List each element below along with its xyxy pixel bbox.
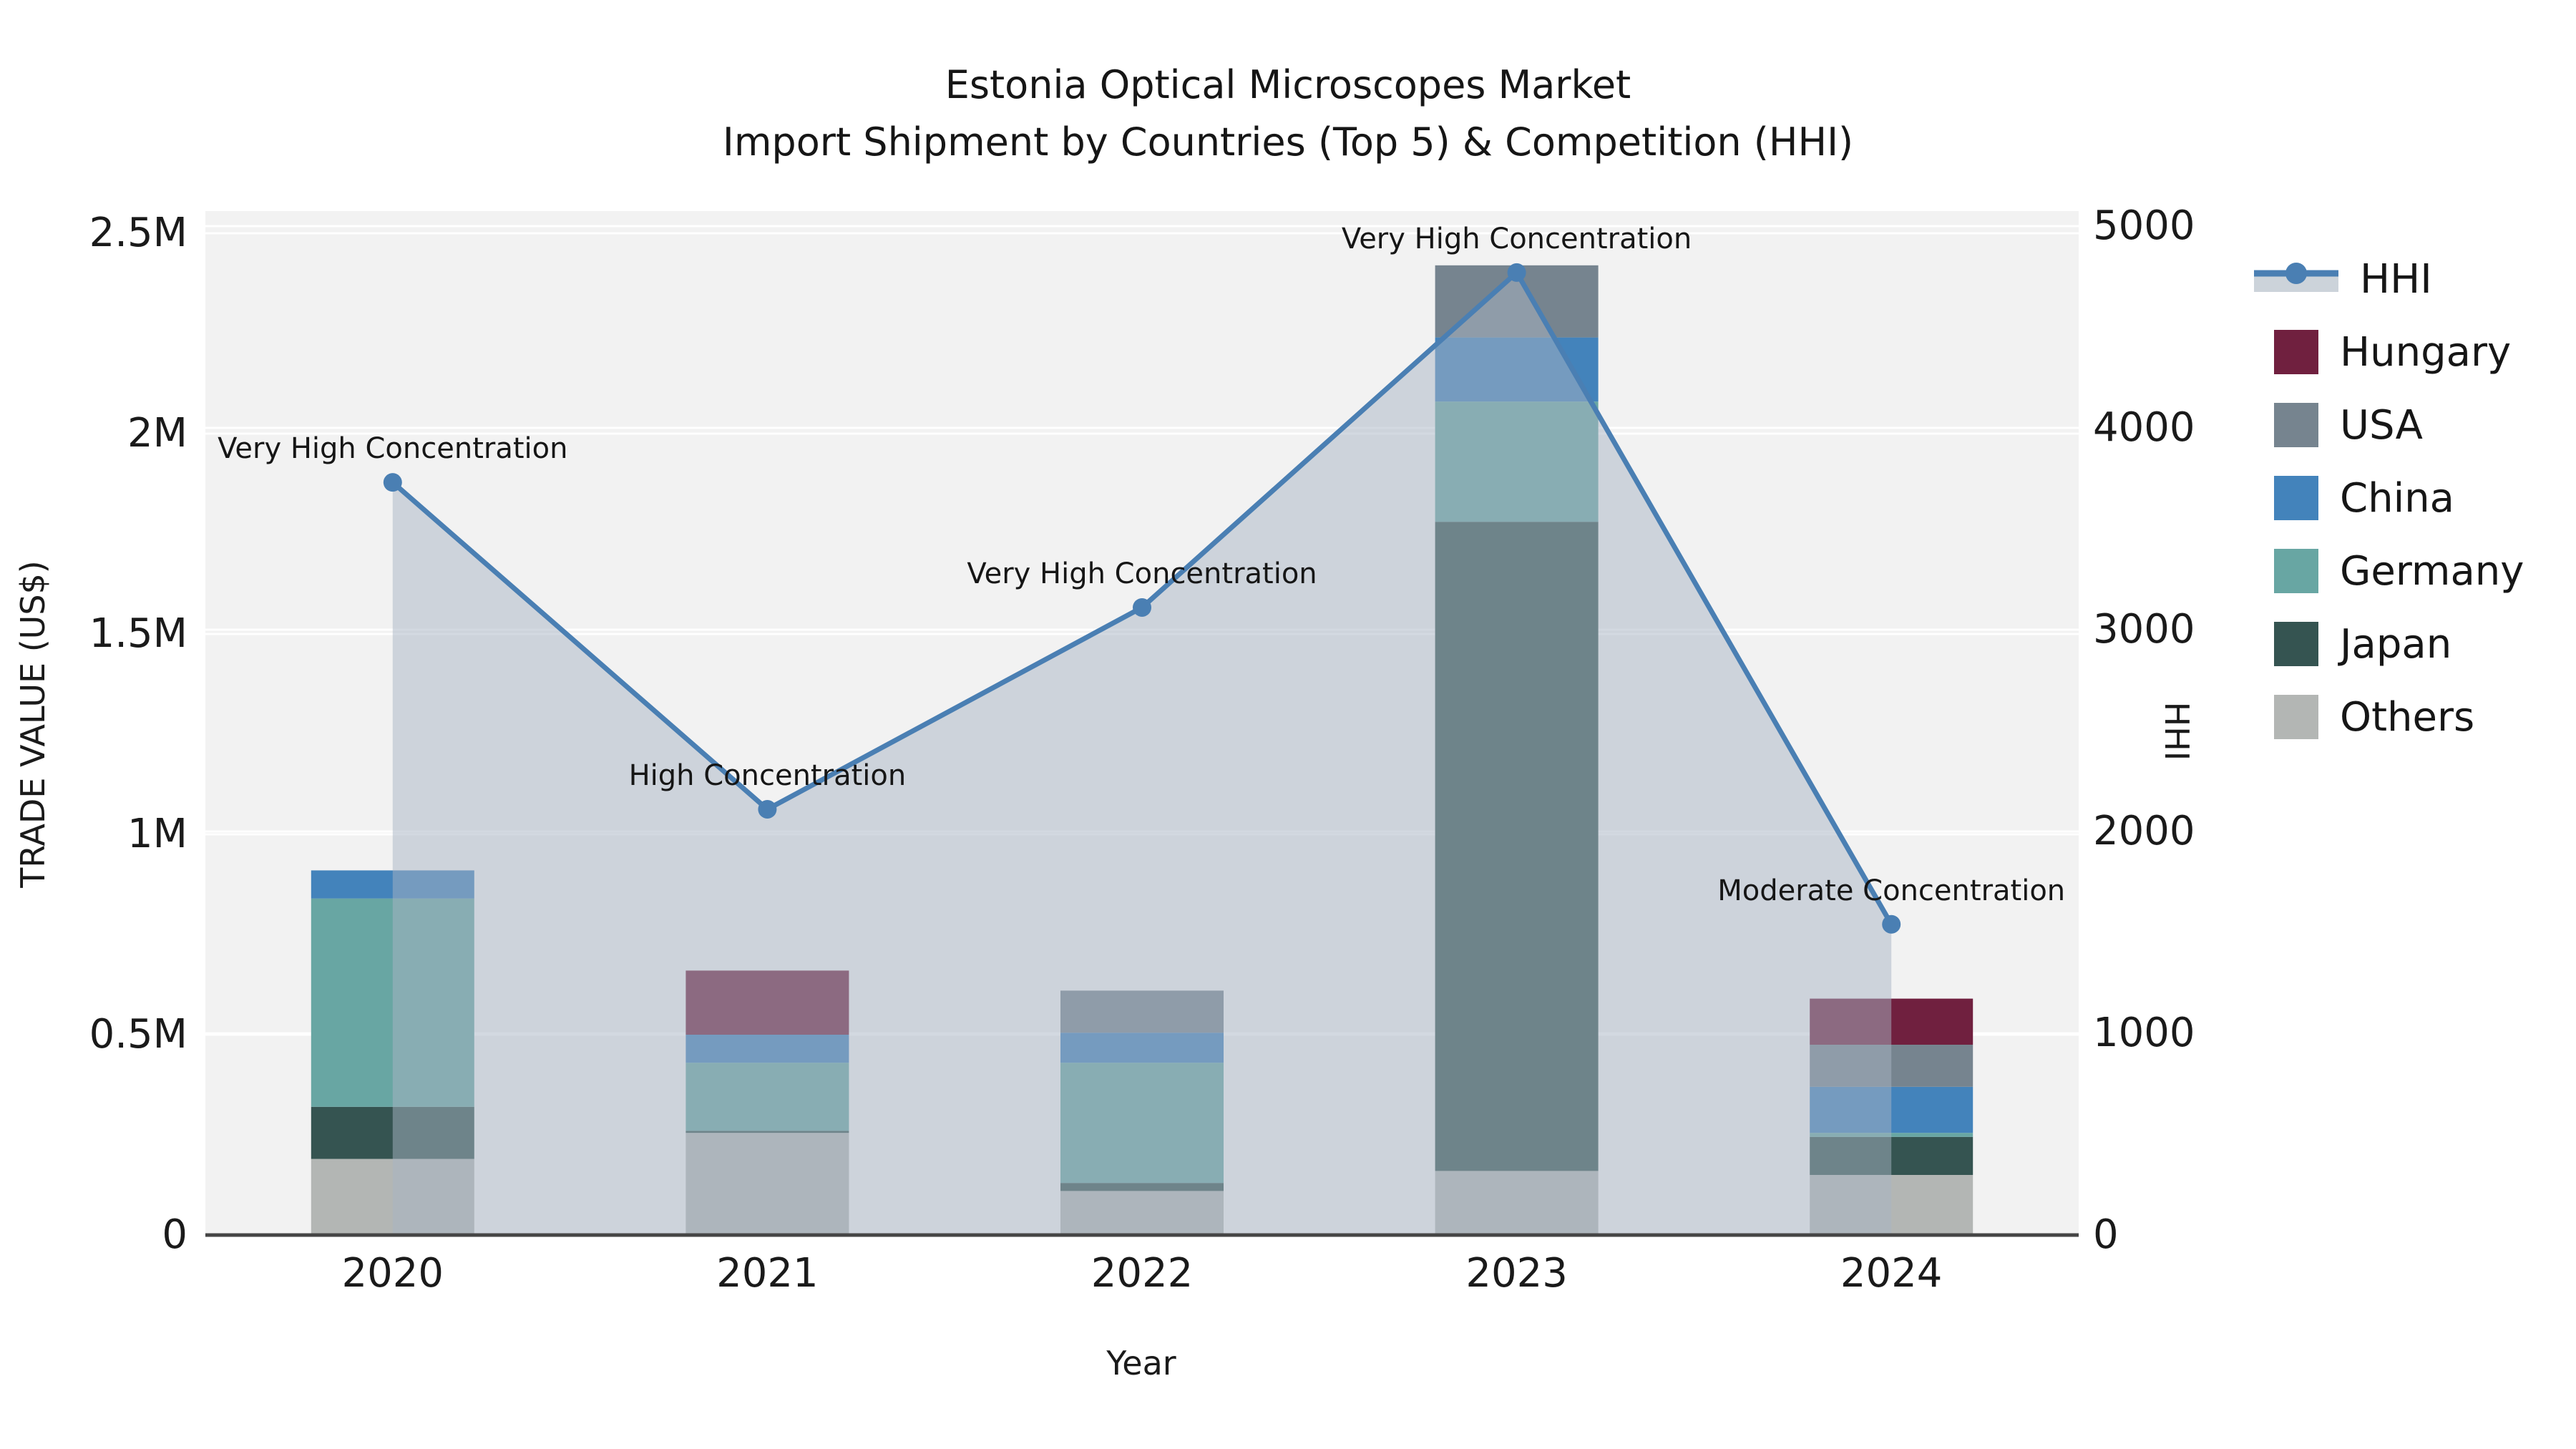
hhi-marker-swatch	[2285, 263, 2307, 284]
legend-label-usa: USA	[2340, 401, 2423, 449]
legend-label-hungary: Hungary	[2340, 328, 2512, 376]
legend-label-germany: Germany	[2340, 547, 2524, 595]
annotation-2024: Moderate Concentration	[1717, 874, 2066, 907]
x-tick-2020: 2020	[341, 1250, 444, 1297]
chart-title-line2: Import Shipment by Countries (Top 5) & C…	[722, 119, 1854, 165]
y-left-tick-2M: 2M	[127, 410, 187, 457]
hhi-legend-sample-icon	[2254, 263, 2338, 292]
hhi-marker-2022	[1133, 597, 1151, 617]
china-color-swatch	[2274, 476, 2318, 520]
x-tick-2022: 2022	[1091, 1250, 1194, 1297]
japan-color-swatch	[2274, 622, 2318, 666]
usa-color-swatch	[2274, 403, 2318, 447]
annotation-2022: Very High Concentration	[967, 557, 1317, 590]
chart-title-line1: Estonia Optical Microscopes Market	[945, 62, 1631, 107]
legend-label-others: Others	[2340, 693, 2475, 741]
legend-item-china: China	[2254, 468, 2454, 528]
x-tick-2023: 2023	[1465, 1250, 1568, 1297]
y-left-tick-1M: 1M	[127, 811, 187, 857]
legend-item-germany: Germany	[2254, 541, 2524, 601]
x-axis-title: Year	[1106, 1344, 1176, 1382]
legend-item-usa: USA	[2254, 395, 2423, 455]
legend-item-japan: Japan	[2254, 614, 2451, 674]
hungary-color-swatch	[2274, 330, 2318, 374]
legend-label-japan: Japan	[2340, 620, 2452, 668]
hhi-marker-2021	[758, 799, 777, 819]
y-left-tick-0: 0	[162, 1211, 187, 1258]
y-right-tick-0: 0	[2093, 1211, 2119, 1258]
y-right-tick-3000: 3000	[2093, 606, 2195, 653]
legend-item-hungary: Hungary	[2254, 322, 2511, 382]
annotation-2021: High Concentration	[628, 758, 907, 792]
others-color-swatch	[2274, 695, 2318, 739]
hhi-marker-2023	[1507, 263, 1526, 282]
germany-color-swatch	[2274, 549, 2318, 593]
y-left-tick-1.5M: 1.5M	[89, 610, 187, 657]
y-right-tick-1000: 1000	[2093, 1010, 2195, 1056]
hhi-marker-2020	[383, 473, 402, 492]
y-right-tick-5000: 5000	[2093, 203, 2195, 249]
legend-item-others: Others	[2254, 687, 2474, 747]
y-right-tick-2000: 2000	[2093, 808, 2195, 854]
annotation-2020: Very High Concentration	[218, 432, 568, 466]
y-left-tick-0.5M: 0.5M	[89, 1011, 187, 1058]
y-axis-title-right: HHI	[2157, 701, 2196, 761]
annotation-2023: Very High Concentration	[1341, 222, 1692, 255]
y-right-tick-4000: 4000	[2093, 404, 2195, 451]
x-tick-2021: 2021	[716, 1250, 819, 1297]
hhi-area	[392, 272, 1892, 1235]
hhi-marker-2024	[1882, 914, 1901, 934]
y-left-tick-2.5M: 2.5M	[89, 210, 187, 256]
legend-label-hhi: HHI	[2360, 255, 2432, 303]
x-tick-2024: 2024	[1840, 1250, 1943, 1297]
legend-label-china: China	[2340, 474, 2454, 522]
legend-item-hhi: HHI	[2254, 249, 2432, 309]
